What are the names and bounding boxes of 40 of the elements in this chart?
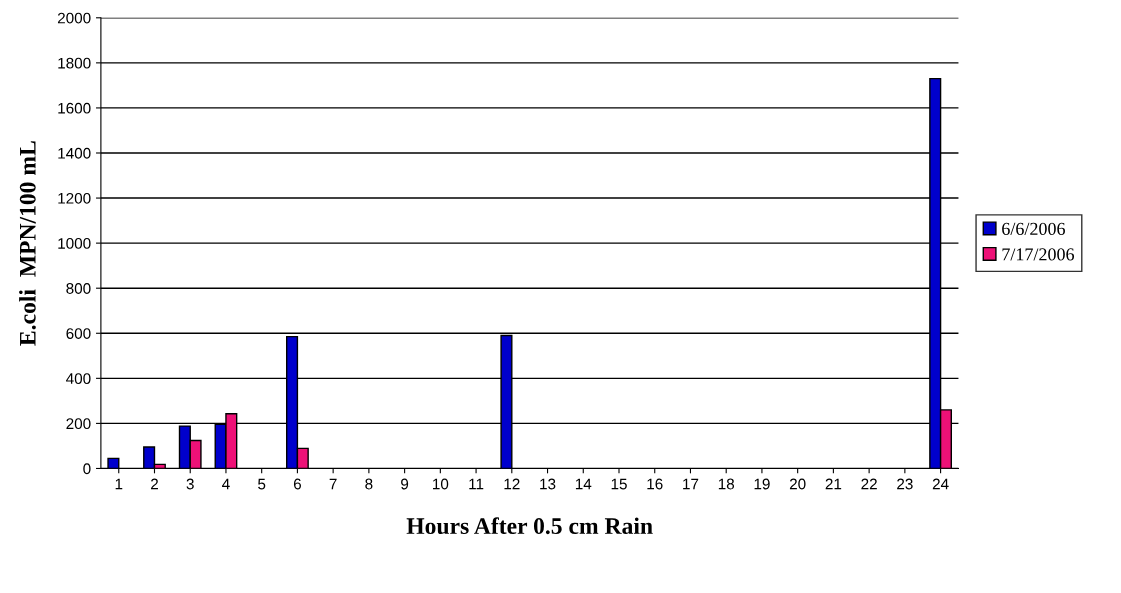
x-tick-label: 19 bbox=[754, 478, 770, 490]
y-tick-label: 1600 bbox=[58, 102, 91, 114]
x-tick-label: 11 bbox=[469, 478, 484, 490]
x-tick-label: 23 bbox=[897, 478, 913, 490]
x-tick-label: 13 bbox=[540, 478, 556, 490]
x-tick-label: 24 bbox=[932, 478, 949, 490]
x-tick-label: 3 bbox=[186, 478, 194, 490]
x-tick-label: 9 bbox=[401, 478, 409, 490]
x-tick-label: 8 bbox=[365, 478, 373, 490]
x-axis-title: Hours After 0.5 cm Rain bbox=[406, 517, 653, 535]
x-tick-label: 5 bbox=[258, 478, 266, 490]
x-tick-label: 17 bbox=[683, 478, 699, 490]
y-tick-label: 200 bbox=[66, 418, 91, 430]
y-tick-label: 1000 bbox=[58, 238, 91, 249]
x-tick-label: 21 bbox=[825, 478, 842, 490]
x-tick-label: 16 bbox=[647, 478, 663, 490]
y-tick-label: 1400 bbox=[58, 147, 91, 159]
x-tick-label: 22 bbox=[861, 478, 877, 490]
x-tick-label: 20 bbox=[789, 478, 806, 490]
x-tick-label: 6 bbox=[293, 478, 301, 490]
x-tick-label: 7 bbox=[329, 478, 337, 490]
x-tick-label: 14 bbox=[575, 478, 592, 490]
y-tick-label: 1800 bbox=[58, 57, 91, 69]
y-tick-label: 600 bbox=[66, 328, 91, 339]
x-tick-label: 18 bbox=[718, 478, 735, 490]
y-tick-label: 1200 bbox=[58, 192, 91, 204]
x-tick-label: 15 bbox=[611, 478, 627, 490]
x-tick-label: 1 bbox=[115, 478, 123, 490]
x-tick-label: 4 bbox=[222, 478, 230, 490]
y-axis-title: E.coli MPN/100 mL bbox=[19, 141, 36, 346]
y-tick-label: 2000 bbox=[57, 12, 91, 24]
legend-label: 6/6/2006 bbox=[1002, 222, 1065, 235]
y-tick-label: 800 bbox=[66, 283, 91, 294]
y-tick-label: 0 bbox=[83, 463, 91, 475]
y-tick-label: 400 bbox=[66, 373, 91, 385]
x-tick-label: 10 bbox=[433, 478, 449, 490]
x-tick-label: 2 bbox=[151, 478, 158, 490]
bar bbox=[107, 457, 120, 469]
legend-label: 7/17/2006 bbox=[1002, 248, 1075, 261]
x-tick-label: 12 bbox=[504, 478, 520, 490]
